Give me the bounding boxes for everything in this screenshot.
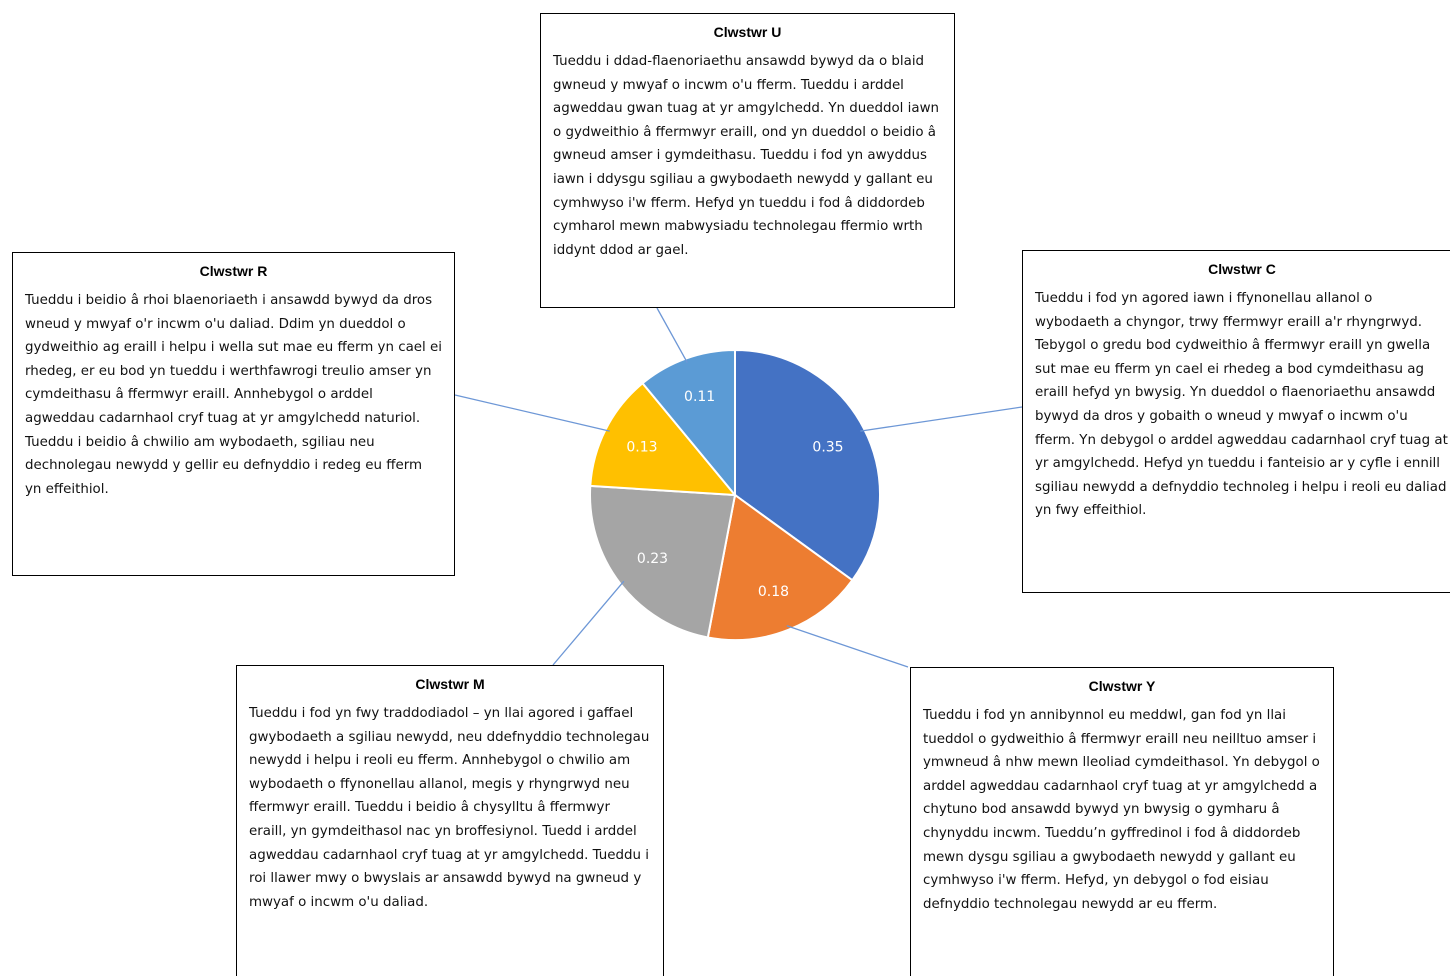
cluster-title: Clwstwr R: [199, 263, 268, 279]
cluster-box: Clwstwr Y Tueddu i fod yn annibynnol eu m…: [910, 667, 1334, 976]
cluster-description: Tueddu i ddad-flaenoriaethu ansawdd bywy…: [553, 54, 940, 258]
pie-slice: [734, 348, 881, 582]
leader-line: [552, 580, 625, 666]
data-label: 0.13: [626, 440, 657, 456]
pie-slice: [641, 348, 736, 498]
cluster-box: Clwstwr U Tueddu i ddad-flaenoriaethu ans…: [540, 13, 955, 308]
cluster-description: Tueddu i fod yn agored iawn i ffynonella…: [1035, 291, 1448, 519]
cluster-title: Clwstwr U: [713, 24, 782, 40]
data-label: 0.23: [637, 551, 668, 567]
cluster-description: Tueddu i fod yn fwy traddodiadol – yn ll…: [249, 706, 650, 910]
leader-line: [454, 394, 610, 432]
data-label: 0.11: [684, 389, 715, 405]
cluster-box: Clwstwr M Tueddu i fod yn fwy traddodiado…: [236, 665, 664, 976]
cluster-title: Clwstwr M: [415, 676, 485, 692]
cluster-title: Clwstwr C: [1208, 261, 1276, 277]
data-label: 0.35: [812, 440, 843, 456]
cluster-box: Clwstwr C Tueddu i fod yn agored iawn i f…: [1022, 250, 1450, 593]
cluster-box: Clwstwr R Tueddu i beidio â rhoi blaenori…: [12, 252, 455, 576]
cluster-description: Tueddu i beidio â rhoi blaenoriaeth i an…: [25, 293, 442, 497]
leader-line: [860, 406, 1023, 432]
leader-line: [656, 307, 688, 363]
pie-slice: [589, 484, 737, 639]
leader-line: [786, 625, 909, 668]
pie-slice: [706, 493, 854, 641]
pie-slice: [589, 381, 738, 497]
cluster-description: Tueddu i fod yn annibynnol eu meddwl, ga…: [923, 708, 1320, 912]
data-label: 0.18: [758, 584, 789, 600]
cluster-title: Clwstwr Y: [1088, 678, 1156, 694]
